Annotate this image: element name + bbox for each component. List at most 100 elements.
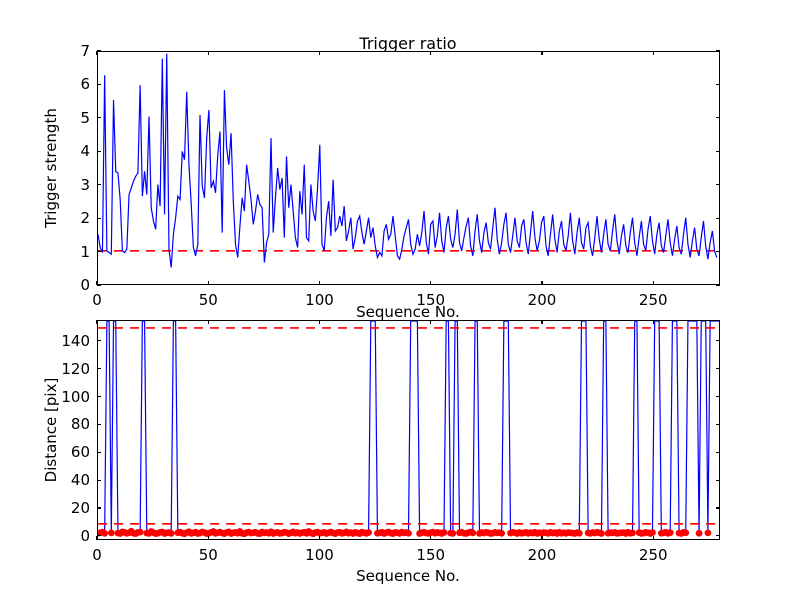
y-tick-mark-right (716, 50, 720, 52)
x-tick-mark (207, 536, 209, 540)
distance-marker (498, 529, 506, 537)
y-tick-mark-right (716, 83, 720, 86)
distance-marker-group (98, 527, 712, 538)
y-tick-mark (97, 284, 101, 286)
distance-marker (136, 528, 144, 536)
distance-marker (449, 529, 457, 537)
x-tick-label: 200 (527, 291, 557, 309)
y-tick-mark (97, 423, 101, 426)
x-tick-mark-top (207, 320, 209, 324)
x-tick-label: 150 (416, 291, 446, 309)
y-tick-mark-right (716, 117, 720, 119)
chart-title-trigger-ratio: Trigger ratio (359, 34, 457, 53)
y-tick-label: 7 (80, 42, 90, 60)
y-tick-label: 0 (80, 526, 90, 545)
x-tick-mark-top (318, 51, 321, 55)
x-tick-mark (652, 281, 654, 285)
x-axis-label-top-sequence-no: Sequence No. (356, 303, 460, 321)
x-tick-mark (96, 281, 98, 285)
x-tick-mark (96, 536, 98, 540)
x-tick-mark (541, 281, 543, 285)
x-tick-mark (318, 281, 321, 285)
distance-series (98, 321, 719, 534)
distance-marker (107, 529, 115, 537)
distance-marker (365, 529, 372, 536)
y-tick-mark (97, 535, 101, 537)
y-tick-mark (97, 479, 101, 481)
x-tick-mark-top (652, 320, 654, 324)
y-tick-mark-right (716, 340, 720, 342)
distance-marker (469, 529, 477, 537)
plot-area-trigger-ratio[interactable] (97, 51, 720, 285)
y-tick-mark-right (716, 479, 720, 481)
y-tick-label: 4 (80, 142, 90, 161)
x-tick-label: 250 (638, 291, 668, 309)
y-tick-label: 5 (80, 108, 90, 127)
y-tick-mark (97, 184, 101, 186)
distance-marker (666, 529, 674, 537)
distance-marker (649, 529, 656, 536)
distance-marker (575, 529, 583, 537)
distance-marker (405, 529, 412, 537)
y-tick-mark (97, 395, 101, 398)
x-tick-mark-top (96, 320, 98, 324)
x-tick-mark-top (430, 51, 432, 55)
y-tick-mark-right (716, 507, 720, 509)
y-tick-label: 60 (70, 443, 90, 462)
plot-area-distance[interactable] (97, 320, 720, 540)
distance-marker (101, 529, 109, 537)
x-tick-label: 250 (638, 546, 668, 564)
distance-marker (704, 529, 712, 537)
y-tick-mark (97, 340, 101, 342)
y-tick-label: 0 (80, 276, 90, 294)
x-tick-mark-top (96, 51, 98, 55)
y-tick-label: 1 (80, 242, 90, 261)
y-tick-mark (97, 250, 101, 253)
y-tick-mark-right (716, 184, 720, 186)
x-tick-mark (207, 281, 209, 285)
y-tick-mark-right (716, 217, 720, 219)
y-tick-mark (97, 451, 101, 453)
y-tick-mark (97, 50, 101, 52)
y-tick-label: 140 (61, 331, 90, 350)
x-tick-mark (318, 536, 321, 540)
x-tick-label: 50 (198, 546, 218, 564)
y-tick-mark (97, 83, 101, 86)
distance-marker (598, 530, 605, 537)
y-tick-label: 2 (80, 209, 90, 228)
x-tick-mark (430, 281, 432, 285)
trigger-ratio-plot-svg (98, 52, 719, 284)
y-tick-mark-right (716, 368, 720, 370)
y-tick-mark-right (716, 395, 720, 398)
y-tick-label: 40 (70, 471, 90, 490)
y-tick-mark (97, 507, 101, 509)
distance-marker (629, 529, 636, 537)
y-tick-label: 100 (61, 387, 90, 406)
x-tick-label: 100 (305, 291, 334, 309)
x-tick-mark-top (318, 320, 321, 324)
x-tick-mark (541, 536, 543, 540)
y-tick-label: 3 (80, 175, 90, 194)
y-tick-mark (97, 368, 101, 370)
x-tick-mark-top (652, 51, 654, 55)
y-tick-mark-right (716, 284, 720, 286)
x-tick-mark-top (430, 320, 432, 324)
y-tick-label: 80 (70, 415, 90, 434)
y-tick-mark (97, 117, 101, 119)
x-tick-mark-top (541, 51, 543, 55)
x-tick-mark (652, 536, 654, 540)
x-tick-label: 0 (92, 546, 102, 564)
y-tick-label: 6 (80, 75, 90, 94)
x-axis-label-bottom-sequence-no: Sequence No. (356, 567, 460, 585)
y-tick-mark (97, 217, 101, 219)
y-tick-mark-right (716, 451, 720, 453)
y-tick-mark-right (716, 250, 720, 253)
x-tick-mark (430, 536, 432, 540)
distance-marker (695, 529, 703, 537)
x-tick-label: 0 (92, 291, 102, 309)
distance-marker (440, 529, 448, 536)
x-tick-label: 150 (416, 546, 446, 564)
distance-plot-svg (98, 321, 719, 538)
y-tick-label: 120 (61, 359, 90, 378)
